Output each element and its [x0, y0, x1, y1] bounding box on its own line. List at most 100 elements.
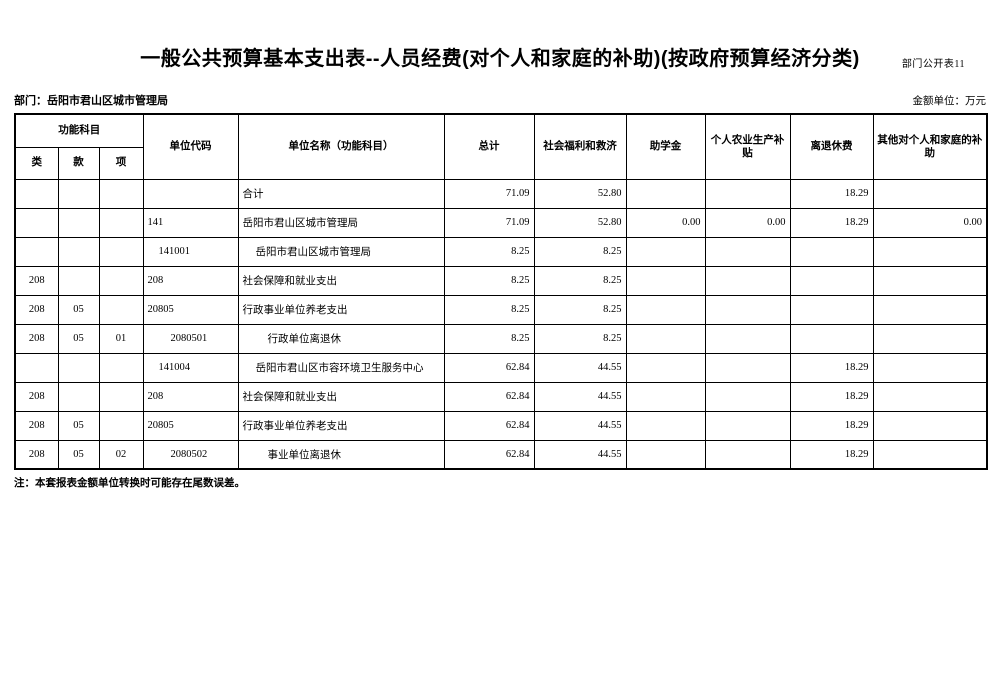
meta-row: 部门：岳阳市君山区城市管理局 金额单位：万元 [14, 92, 986, 108]
cell-social-welfare: 44.55 [533, 410, 627, 441]
report-sheet-number: 部门公开表11 [901, 59, 965, 70]
col-header-unit-name: 单位名称（功能科目） [237, 113, 445, 180]
cell-unit-code: 208 [142, 381, 239, 412]
cell-unit-code: 2080502 [142, 439, 239, 470]
cell-unit-name: 行政单位离退休 [237, 323, 445, 354]
cell-kuan [57, 265, 100, 296]
department-label: 部门：岳阳市君山区城市管理局 [14, 95, 168, 107]
cell-agri-subsidy [704, 352, 791, 383]
col-header-total: 总计 [443, 113, 535, 180]
cell-xiang [98, 236, 144, 267]
cell-lei: 208 [14, 294, 59, 325]
cell-retirement: 18.29 [789, 178, 874, 209]
cell-retirement: 18.29 [789, 439, 874, 470]
table-row: 208 208 社会保障和就业支出 62.84 44.55 18.29 [14, 381, 988, 412]
cell-retirement [789, 323, 874, 354]
cell-agri-subsidy [704, 236, 791, 267]
cell-agri-subsidy [704, 410, 791, 441]
cell-social-welfare: 52.80 [533, 207, 627, 238]
cell-social-welfare: 8.25 [533, 236, 627, 267]
table-row: 208 208 社会保障和就业支出 8.25 8.25 [14, 265, 988, 296]
amount-unit-label: 金额单位：万元 [912, 96, 987, 107]
cell-xiang [98, 207, 144, 238]
cell-agri-subsidy [704, 323, 791, 354]
cell-scholarship: 0.00 [625, 207, 706, 238]
cell-scholarship [625, 352, 706, 383]
cell-unit-name: 岳阳市君山区城市管理局 [237, 207, 445, 238]
budget-table: 功能科目 单位代码 单位名称（功能科目） 总计 社会福利和救济 助学金 个人农业… [14, 113, 989, 470]
cell-unit-name: 合计 [237, 178, 445, 209]
cell-unit-name: 社会保障和就业支出 [237, 265, 445, 296]
cell-agri-subsidy [704, 265, 791, 296]
cell-social-welfare: 44.55 [533, 381, 627, 412]
cell-unit-name: 岳阳市君山区城市管理局 [237, 236, 445, 267]
cell-xiang [98, 381, 144, 412]
cell-other [872, 381, 988, 412]
cell-xiang [98, 265, 144, 296]
cell-unit-code: 141001 [142, 236, 239, 267]
cell-other [872, 265, 988, 296]
cell-unit-name: 岳阳市君山区市容环境卫生服务中心 [237, 352, 445, 383]
cell-total: 62.84 [443, 439, 535, 470]
cell-unit-code: 141004 [142, 352, 239, 383]
cell-unit-name: 行政事业单位养老支出 [237, 294, 445, 325]
cell-lei [14, 178, 59, 209]
cell-retirement: 18.29 [789, 410, 874, 441]
cell-social-welfare: 8.25 [533, 294, 627, 325]
col-header-agri-subsidy: 个人农业生产补贴 [704, 113, 791, 180]
col-header-social-welfare: 社会福利和救济 [533, 113, 627, 180]
cell-retirement: 18.29 [789, 352, 874, 383]
col-header-unit-code: 单位代码 [142, 113, 239, 180]
col-header-other: 其他对个人和家庭的补助 [872, 113, 988, 180]
cell-other [872, 410, 988, 441]
cell-unit-code: 141 [142, 207, 239, 238]
cell-scholarship [625, 323, 706, 354]
cell-lei: 208 [14, 323, 59, 354]
cell-other [872, 178, 988, 209]
cell-lei [14, 207, 59, 238]
table-row: 合计 71.09 52.80 18.29 [14, 178, 988, 209]
cell-agri-subsidy: 0.00 [704, 207, 791, 238]
cell-total: 62.84 [443, 352, 535, 383]
cell-scholarship [625, 410, 706, 441]
cell-unit-name: 事业单位离退休 [237, 439, 445, 470]
table-row: 208 05 20805 行政事业单位养老支出 8.25 8.25 [14, 294, 988, 325]
cell-kuan [57, 352, 100, 383]
cell-social-welfare: 44.55 [533, 352, 627, 383]
table-row: 208 05 01 2080501 行政单位离退休 8.25 8.25 [14, 323, 988, 354]
cell-xiang: 02 [98, 439, 144, 470]
cell-other [872, 323, 988, 354]
cell-total: 71.09 [443, 178, 535, 209]
cell-agri-subsidy [704, 381, 791, 412]
cell-total: 71.09 [443, 207, 535, 238]
col-header-scholarship: 助学金 [625, 113, 706, 180]
cell-xiang [98, 410, 144, 441]
table-row: 141004 岳阳市君山区市容环境卫生服务中心 62.84 44.55 18.2… [14, 352, 988, 383]
cell-unit-code: 208 [142, 265, 239, 296]
cell-agri-subsidy [704, 294, 791, 325]
cell-scholarship [625, 294, 706, 325]
cell-lei: 208 [14, 381, 59, 412]
cell-other [872, 294, 988, 325]
cell-xiang [98, 352, 144, 383]
cell-agri-subsidy [704, 439, 791, 470]
cell-total: 8.25 [443, 265, 535, 296]
cell-lei: 208 [14, 439, 59, 470]
cell-scholarship [625, 236, 706, 267]
table-row: 208 05 20805 行政事业单位养老支出 62.84 44.55 18.2… [14, 410, 988, 441]
col-header-lei: 类 [14, 146, 59, 180]
cell-lei [14, 236, 59, 267]
cell-retirement [789, 265, 874, 296]
cell-other: 0.00 [872, 207, 988, 238]
cell-kuan: 05 [57, 410, 100, 441]
page-title: 一般公共预算基本支出表--人员经费(对个人和家庭的补助)(按政府预算经济分类) [140, 48, 860, 70]
cell-kuan: 05 [57, 439, 100, 470]
cell-agri-subsidy [704, 178, 791, 209]
cell-kuan [57, 381, 100, 412]
col-header-xiang: 项 [98, 146, 144, 180]
cell-lei: 208 [14, 265, 59, 296]
cell-scholarship [625, 381, 706, 412]
cell-unit-code: 2080501 [142, 323, 239, 354]
cell-retirement: 18.29 [789, 381, 874, 412]
cell-social-welfare: 44.55 [533, 439, 627, 470]
